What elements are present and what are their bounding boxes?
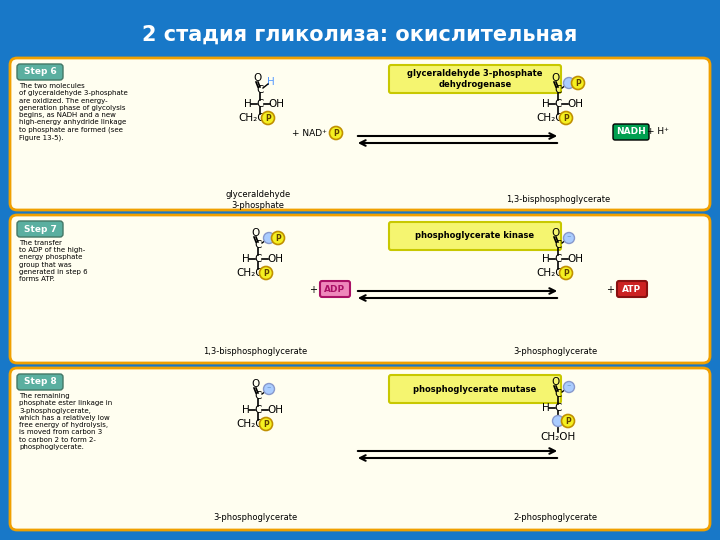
Text: OH: OH — [267, 405, 283, 415]
Text: +: + — [606, 285, 614, 295]
Text: phosphoglycerate mutase: phosphoglycerate mutase — [413, 384, 536, 394]
Text: O: O — [252, 228, 260, 238]
Text: CH₂OH: CH₂OH — [541, 432, 575, 442]
Circle shape — [330, 126, 343, 139]
Text: H: H — [542, 403, 550, 413]
Text: P: P — [565, 417, 571, 426]
Text: P: P — [333, 129, 339, 138]
Text: CH₂O: CH₂O — [236, 268, 264, 278]
Text: H: H — [242, 405, 250, 415]
Text: OH: OH — [267, 254, 283, 264]
Text: ATP: ATP — [622, 285, 642, 294]
Text: OH: OH — [567, 254, 583, 264]
Text: P: P — [563, 269, 569, 278]
Text: 2 стадия гликолиза: окислительная: 2 стадия гликолиза: окислительная — [143, 25, 577, 45]
Text: H: H — [242, 254, 250, 264]
Text: ⁻: ⁻ — [267, 384, 271, 394]
Text: NADH: NADH — [616, 127, 646, 137]
FancyBboxPatch shape — [613, 124, 649, 140]
FancyBboxPatch shape — [320, 281, 350, 297]
Text: O: O — [254, 73, 262, 83]
Circle shape — [259, 267, 272, 280]
Circle shape — [562, 415, 575, 428]
FancyBboxPatch shape — [389, 65, 561, 93]
Text: H: H — [267, 77, 275, 87]
FancyBboxPatch shape — [10, 58, 710, 210]
Text: C: C — [554, 403, 562, 413]
Circle shape — [572, 77, 585, 90]
Text: P: P — [563, 114, 569, 123]
Circle shape — [264, 233, 274, 244]
Circle shape — [564, 381, 575, 393]
Text: C: C — [554, 85, 562, 95]
Text: C: C — [256, 99, 264, 109]
Text: ADP: ADP — [325, 285, 346, 294]
Text: C: C — [554, 240, 562, 250]
Circle shape — [259, 417, 272, 430]
FancyBboxPatch shape — [17, 64, 63, 80]
FancyBboxPatch shape — [10, 368, 710, 530]
Text: H: H — [542, 99, 550, 109]
Text: C: C — [254, 391, 261, 401]
Text: 2-phosphoglycerate: 2-phosphoglycerate — [513, 514, 597, 523]
FancyBboxPatch shape — [17, 221, 63, 237]
Text: phosphoglycerate kinase: phosphoglycerate kinase — [415, 232, 534, 240]
Text: CH₂O: CH₂O — [536, 268, 564, 278]
Text: O: O — [552, 228, 560, 238]
Text: P: P — [275, 234, 281, 243]
Text: glyceraldehyde
3-phosphate: glyceraldehyde 3-phosphate — [225, 190, 291, 210]
Text: The transfer
to ADP of the high-
energy phosphate
group that was
generated in st: The transfer to ADP of the high- energy … — [19, 240, 88, 282]
Circle shape — [271, 232, 284, 245]
Text: P: P — [263, 269, 269, 278]
Circle shape — [559, 111, 572, 125]
Text: Step 6: Step 6 — [24, 68, 56, 77]
Text: + H⁺: + H⁺ — [647, 127, 669, 137]
Text: + NAD⁺ +: + NAD⁺ + — [292, 129, 338, 138]
Text: 1,3-bisphosphoglycerate: 1,3-bisphosphoglycerate — [203, 347, 307, 355]
Text: C: C — [256, 85, 264, 95]
Circle shape — [564, 233, 575, 244]
Text: OH: OH — [268, 99, 284, 109]
Circle shape — [261, 111, 274, 125]
Text: Step 7: Step 7 — [24, 225, 56, 233]
Circle shape — [264, 383, 274, 395]
FancyBboxPatch shape — [617, 281, 647, 297]
Text: C: C — [254, 240, 261, 250]
Text: H: H — [244, 99, 252, 109]
Text: C: C — [554, 99, 562, 109]
Text: H: H — [542, 254, 550, 264]
Text: The two molecules
of glyceraldehyde 3-phosphate
are oxidized. The energy-
genera: The two molecules of glyceraldehyde 3-ph… — [19, 83, 127, 141]
Text: 3-phosphoglycerate: 3-phosphoglycerate — [513, 347, 597, 355]
Text: OH: OH — [567, 99, 583, 109]
FancyBboxPatch shape — [17, 374, 63, 390]
Text: P: P — [263, 420, 269, 429]
Text: 1,3-bisphosphoglycerate: 1,3-bisphosphoglycerate — [506, 195, 610, 205]
Text: C: C — [554, 389, 562, 399]
Text: C: C — [554, 254, 562, 264]
Text: The remaining
phosphate ester linkage in
3-phosphoglycerate,
which has a relativ: The remaining phosphate ester linkage in… — [19, 393, 112, 450]
Text: +: + — [309, 285, 317, 295]
Text: 3-phosphoglycerate: 3-phosphoglycerate — [213, 514, 297, 523]
Text: P: P — [575, 79, 581, 88]
Text: C: C — [254, 254, 261, 264]
Text: O: O — [552, 73, 560, 83]
Text: O: O — [552, 377, 560, 387]
Text: glyceraldehyde 3-phosphate
dehydrogenase: glyceraldehyde 3-phosphate dehydrogenase — [408, 69, 543, 89]
Text: CH₂O: CH₂O — [536, 113, 564, 123]
Circle shape — [559, 267, 572, 280]
Text: ⁻: ⁻ — [567, 382, 571, 392]
Text: CH₂O: CH₂O — [238, 113, 266, 123]
FancyBboxPatch shape — [389, 375, 561, 403]
FancyBboxPatch shape — [10, 215, 710, 363]
Text: C: C — [254, 405, 261, 415]
Circle shape — [564, 78, 575, 89]
Text: P: P — [265, 114, 271, 123]
FancyBboxPatch shape — [389, 222, 561, 250]
Text: O: O — [252, 379, 260, 389]
Circle shape — [552, 415, 564, 427]
Text: CH₂O: CH₂O — [236, 419, 264, 429]
Text: Step 8: Step 8 — [24, 377, 56, 387]
Text: ⁻: ⁻ — [567, 233, 571, 242]
